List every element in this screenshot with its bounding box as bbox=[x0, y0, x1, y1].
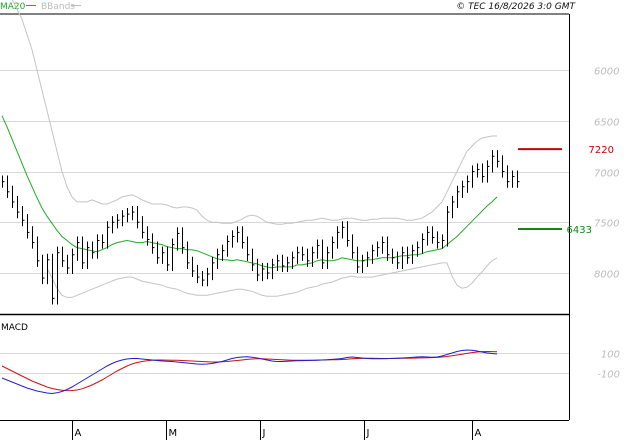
month-label: A bbox=[475, 428, 482, 439]
price-tick-label: 8000 bbox=[594, 270, 619, 281]
macd-y-axis: 100 -100 bbox=[597, 350, 620, 381]
price-tick-label: 6500 bbox=[594, 118, 619, 129]
bb-lower-line bbox=[46, 257, 498, 298]
price-tick-label: 7500 bbox=[594, 219, 619, 230]
resistance-label: 7220 bbox=[589, 145, 614, 156]
copyright-text: © TEC 16/8/2026 3:0 GMT bbox=[456, 2, 576, 12]
legend-bbands-label: BBands bbox=[41, 2, 75, 12]
price-tick-label: 6000 bbox=[594, 67, 619, 78]
macd-tick-label: -100 bbox=[597, 370, 620, 381]
price-grid bbox=[0, 70, 569, 274]
support-label: 6433 bbox=[567, 225, 592, 236]
legend-ma20-label: MA20 bbox=[0, 2, 26, 12]
bb-upper-line bbox=[11, 0, 497, 225]
macd-panel: MACD 100 -100 bbox=[0, 323, 620, 395]
month-label: M bbox=[169, 428, 178, 439]
macd-line bbox=[1, 349, 498, 395]
macd-title: MACD bbox=[1, 323, 28, 333]
price-y-axis: 8000 7500 7000 6500 6000 bbox=[594, 67, 619, 281]
ma20-line bbox=[1, 115, 498, 269]
price-tick-label: 7000 bbox=[594, 169, 619, 180]
month-label: A bbox=[75, 428, 82, 439]
signal-line bbox=[1, 350, 498, 392]
month-label: J bbox=[366, 428, 370, 439]
macd-grid bbox=[0, 353, 569, 374]
price-bars bbox=[2, 150, 520, 305]
price-panel: 8000 7500 7000 6500 6000 7220 6433 bbox=[0, 0, 619, 420]
macd-tick-label: 100 bbox=[601, 350, 620, 361]
legend: MA20 BBands bbox=[0, 2, 81, 12]
month-label: J bbox=[262, 428, 266, 439]
